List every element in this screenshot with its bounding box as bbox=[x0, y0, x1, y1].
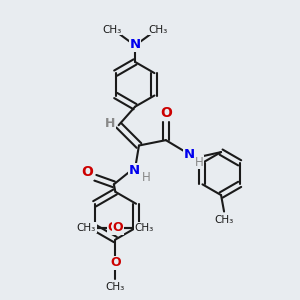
Text: CH₃: CH₃ bbox=[135, 223, 154, 232]
Text: O: O bbox=[113, 221, 123, 234]
Text: O: O bbox=[81, 165, 93, 179]
Text: H: H bbox=[105, 117, 116, 130]
Text: H: H bbox=[142, 171, 151, 184]
Text: N: N bbox=[130, 38, 141, 51]
Text: O: O bbox=[160, 106, 172, 120]
Text: O: O bbox=[107, 221, 118, 234]
Text: H: H bbox=[195, 156, 204, 169]
Text: CH₃: CH₃ bbox=[106, 282, 125, 292]
Text: N: N bbox=[128, 164, 140, 176]
Text: CH₃: CH₃ bbox=[214, 214, 234, 225]
Text: CH₃: CH₃ bbox=[102, 25, 122, 35]
Text: O: O bbox=[110, 256, 121, 269]
Text: CH₃: CH₃ bbox=[77, 223, 96, 232]
Text: CH₃: CH₃ bbox=[149, 25, 168, 35]
Text: N: N bbox=[184, 148, 195, 161]
